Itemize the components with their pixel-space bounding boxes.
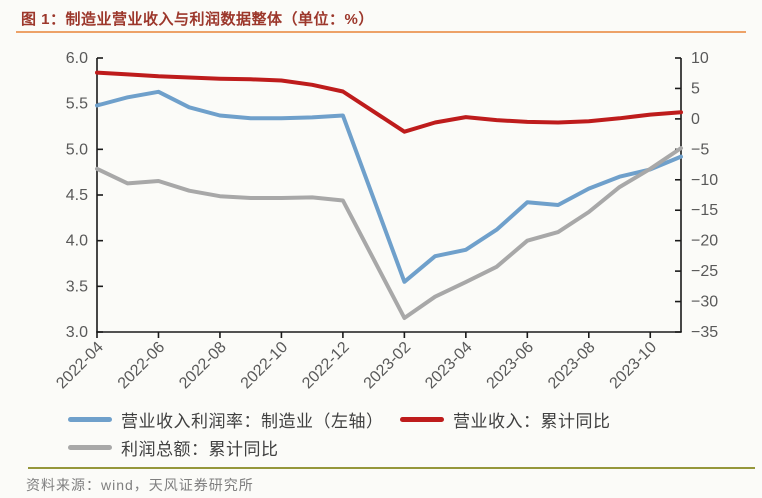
y-right-tick-label: −20 <box>691 233 718 250</box>
legend-item-profit-margin: 营业收入利润率：制造业（左轴） <box>68 409 384 431</box>
x-tick-label: 2022-10 <box>238 339 292 393</box>
x-tick-label: 2022-06 <box>115 339 169 393</box>
x-tick-label: 2023-10 <box>607 339 661 393</box>
y-right-tick-label: 0 <box>691 111 700 128</box>
y-right-tick-label: 10 <box>691 50 709 67</box>
series-line-total-profit-yoy <box>95 146 683 320</box>
legend-item-total-profit-yoy: 利润总额：累计同比 <box>68 437 279 459</box>
x-tick-label: 2022-08 <box>176 339 230 393</box>
y-left-tick-label: 3.5 <box>66 278 88 295</box>
title-underline <box>16 31 746 33</box>
legend-label-total-profit-yoy: 利润总额：累计同比 <box>121 439 279 459</box>
y-right-tick-label: −25 <box>691 263 718 280</box>
y-right-tick-label: 5 <box>691 80 700 97</box>
y-left-tick-label: 5.0 <box>66 141 88 158</box>
y-right-tick-label: −35 <box>691 324 718 341</box>
legend-label-revenue-yoy: 营业收入：累计同比 <box>453 411 611 431</box>
source-note: 资料来源：wind，天风证券研究所 <box>26 477 254 493</box>
y-left-tick-label: 4.0 <box>66 233 88 250</box>
y-right-tick-label: −10 <box>691 172 718 189</box>
series-line-profit-margin <box>95 89 683 284</box>
legend-item-revenue-yoy: 营业收入：累计同比 <box>400 409 611 431</box>
y-left-tick-label: 3.0 <box>66 324 88 341</box>
x-tick-label: 2023-08 <box>545 339 599 393</box>
y-left-tick-label: 5.5 <box>66 96 88 113</box>
legend-swatch-blue-line <box>68 416 112 422</box>
x-tick-label: 2023-06 <box>484 339 538 393</box>
legend-label-profit-margin: 营业收入利润率：制造业（左轴） <box>121 411 384 431</box>
figure-title: 图 1：制造业营业收入与利润数据整体（单位：%） <box>21 11 374 28</box>
line-chart: 3.0 3.5 4.0 4.5 5.0 5.5 6.0 −35 −30 −25 −20 −15 −10 −… <box>53 50 718 393</box>
x-tick-label: 2023-04 <box>422 339 476 393</box>
footer-divider <box>28 467 755 469</box>
y-right-tick-label: −15 <box>691 202 718 219</box>
y-right-tick-label: −5 <box>691 141 709 158</box>
y-left-tick-label: 4.5 <box>66 187 88 204</box>
x-tick-label: 2022-04 <box>53 339 107 393</box>
y-left-tick-label: 6.0 <box>66 50 88 67</box>
legend-swatch-red-line <box>400 416 444 422</box>
series-line-revenue-yoy <box>95 70 683 134</box>
legend-swatch-gray-line <box>68 444 112 450</box>
x-tick-label: 2022-12 <box>299 339 353 393</box>
y-right-tick-label: −30 <box>691 294 718 311</box>
x-tick-label: 2023-02 <box>361 339 415 393</box>
